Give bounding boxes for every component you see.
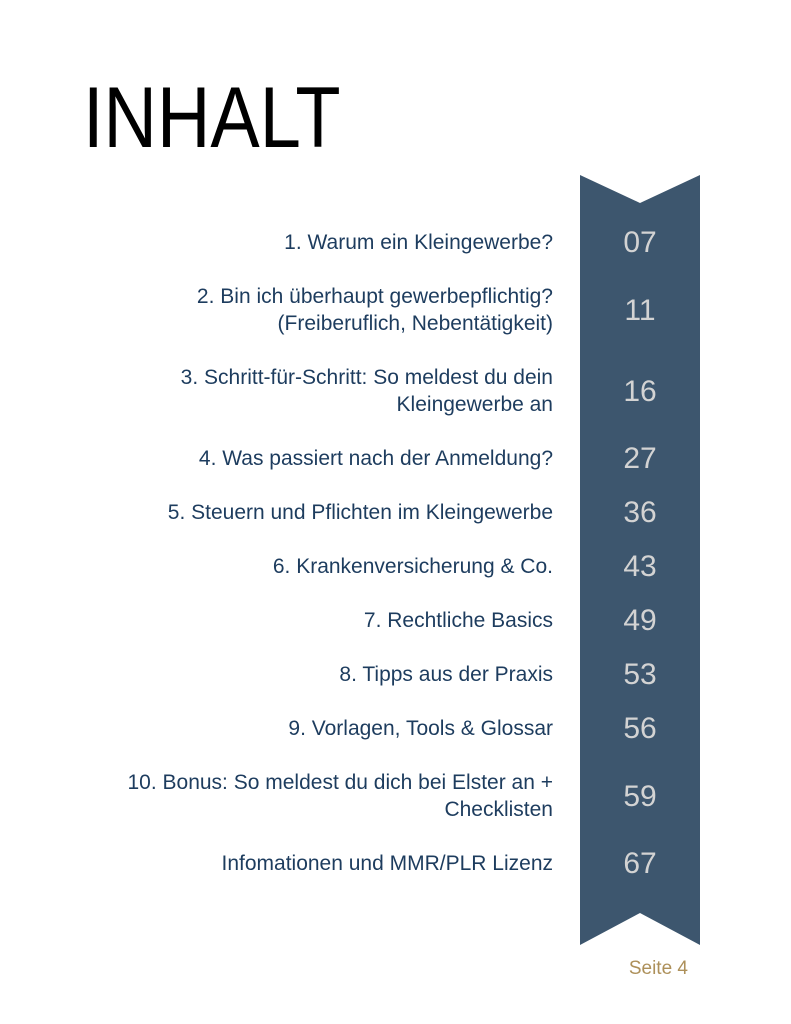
toc-entry-page-number: 11 <box>624 293 656 327</box>
toc-entry-page-number: 56 <box>623 712 657 745</box>
toc-row: 5. Steuern und Pflichten im Kleingewerbe… <box>85 496 700 529</box>
toc-entry-label: 5. Steuern und Pflichten im Kleingewerbe <box>167 501 553 524</box>
toc-entry-page-number: 59 <box>623 779 657 813</box>
toc-entry-page-number: 36 <box>623 496 657 529</box>
page-number-ribbon <box>580 175 700 945</box>
toc-entry-label: 2. Bin ich überhaupt gewerbepflichtig? (… <box>196 285 553 335</box>
page-footer: Seite 4 <box>628 958 688 979</box>
toc-entry-label: 7. Rechtliche Basics <box>363 609 553 632</box>
toc-entry-page-number: 16 <box>623 374 657 408</box>
page-title: INHALT <box>83 70 341 166</box>
toc-entry-page-number: 27 <box>623 442 657 475</box>
toc-list: 1. Warum ein Kleingewerbe? 07 2. Bin ich… <box>85 226 700 904</box>
toc-row: 3. Schritt-für-Schritt: So meldest du de… <box>85 364 700 418</box>
toc-entry-label: 3. Schritt-für-Schritt: So meldest du de… <box>180 366 553 416</box>
toc-entry-label: 1. Warum ein Kleingewerbe? <box>284 231 553 254</box>
toc-entry-label: 8. Tipps aus der Praxis <box>339 663 553 686</box>
toc-entry-label: Infomationen und MMR/PLR Lizenz <box>221 852 554 875</box>
toc-entry-label: 9. Vorlagen, Tools & Glossar <box>288 717 553 740</box>
toc-entry-label: 10. Bonus: So meldest du dich bei Elster… <box>127 771 553 821</box>
toc-entry-label: 6. Krankenversicherung & Co. <box>272 555 553 578</box>
toc-entry-page-number: 43 <box>623 550 657 583</box>
toc-row: 1. Warum ein Kleingewerbe? 07 <box>85 226 700 259</box>
toc-row: 10. Bonus: So meldest du dich bei Elster… <box>85 769 700 823</box>
toc-row: 8. Tipps aus der Praxis 53 <box>85 658 700 691</box>
toc-row: 2. Bin ich überhaupt gewerbepflichtig? (… <box>85 283 700 337</box>
toc-entry-label: 4. Was passiert nach der Anmeldung? <box>198 447 553 470</box>
toc-row: 9. Vorlagen, Tools & Glossar 56 <box>85 712 700 745</box>
toc-row: Infomationen und MMR/PLR Lizenz 67 <box>85 847 700 880</box>
toc-entry-page-number: 07 <box>623 226 657 259</box>
toc-entry-page-number: 53 <box>623 658 657 691</box>
toc-row: 7. Rechtliche Basics 49 <box>85 604 700 637</box>
toc-row: 6. Krankenversicherung & Co. 43 <box>85 550 700 583</box>
toc-row: 4. Was passiert nach der Anmeldung? 27 <box>85 442 700 475</box>
toc-entry-page-number: 67 <box>623 847 657 880</box>
toc-entry-page-number: 49 <box>623 604 657 637</box>
